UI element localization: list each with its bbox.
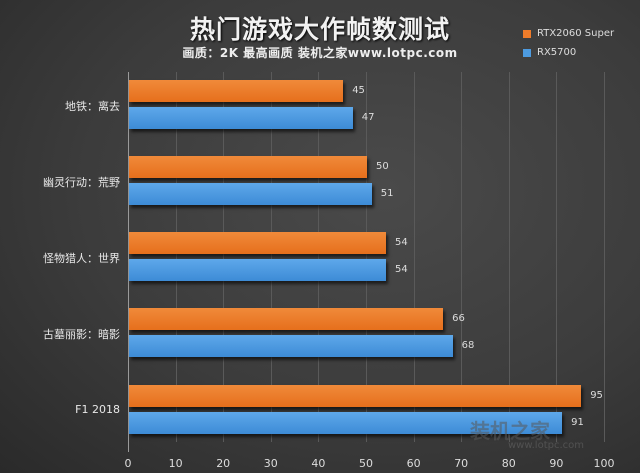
legend: RTX2060 Super RX5700 xyxy=(523,24,614,62)
category-label: 古墓丽影：暗影 xyxy=(43,328,120,341)
x-tick-label: 80 xyxy=(501,457,516,470)
bar-rtx2060-super xyxy=(129,80,344,102)
data-label: 50 xyxy=(376,161,389,172)
gridline xyxy=(270,72,272,442)
data-label: 66 xyxy=(452,313,465,324)
data-label: 54 xyxy=(395,264,408,275)
chart-subtitle: 画质：2K 最高画质 装机之家www.lotpc.com xyxy=(182,46,458,60)
gridline xyxy=(508,72,510,442)
data-label: 54 xyxy=(395,237,408,248)
bar-rtx2060-super xyxy=(129,232,387,254)
bar-rx5700 xyxy=(129,335,453,357)
plot-area: 45 47 50 51 54 54 66 68 95 91 xyxy=(128,72,605,452)
watermark: 装机之家 xyxy=(470,419,550,443)
x-tick-label: 30 xyxy=(263,457,278,470)
category-label: 地铁：离去 xyxy=(65,100,120,113)
gridline xyxy=(413,72,415,442)
data-label: 47 xyxy=(361,112,375,123)
bar-rtx2060-super xyxy=(129,385,582,407)
x-tick-label: 60 xyxy=(406,457,421,470)
x-tick-label: 100 xyxy=(593,457,615,470)
bar-rx5700 xyxy=(129,183,372,205)
legend-label: RTX2060 Super xyxy=(537,28,615,39)
category-label: F1 2018 xyxy=(75,403,120,416)
data-label: 45 xyxy=(352,85,365,96)
gridline xyxy=(223,72,225,442)
gridline xyxy=(556,72,558,442)
data-label: 68 xyxy=(461,340,475,351)
category-label: 幽灵行动：荒野 xyxy=(43,176,120,189)
gridline xyxy=(366,72,367,442)
gridline xyxy=(318,72,320,442)
x-tick-label: 20 xyxy=(216,457,231,470)
x-tick-label: 0 xyxy=(124,457,132,470)
bar-rx5700 xyxy=(129,107,353,129)
watermark-url: www.lotpc.com xyxy=(508,440,584,451)
legend-swatch-orange-icon xyxy=(523,29,531,38)
bar-rtx2060-super xyxy=(129,156,367,178)
legend-item-rtx2060-super: RTX2060 Super xyxy=(523,24,614,43)
bar-rtx2060-super xyxy=(129,308,444,330)
y-axis-line xyxy=(128,72,129,452)
category-label: 怪物猎人：世界 xyxy=(43,252,120,265)
bar-rx5700 xyxy=(129,412,563,434)
legend-item-rx5700: RX5700 xyxy=(523,43,614,62)
x-tick-label: 90 xyxy=(549,457,564,470)
gridline xyxy=(175,72,177,442)
bar-rx5700 xyxy=(129,259,387,281)
legend-label: RX5700 xyxy=(537,47,577,58)
x-tick-label: 40 xyxy=(311,457,326,470)
x-tick-label: 70 xyxy=(454,457,469,470)
gridline xyxy=(461,72,463,442)
data-label: 95 xyxy=(590,390,603,401)
gridline xyxy=(604,72,605,442)
data-label: 51 xyxy=(380,188,394,199)
legend-swatch-blue-icon xyxy=(523,48,531,57)
x-tick-label: 50 xyxy=(359,457,373,470)
data-label: 91 xyxy=(571,417,584,428)
chart-title: 热门游戏大作帧数测试 xyxy=(189,15,450,44)
x-tick-label: 10 xyxy=(168,457,183,470)
